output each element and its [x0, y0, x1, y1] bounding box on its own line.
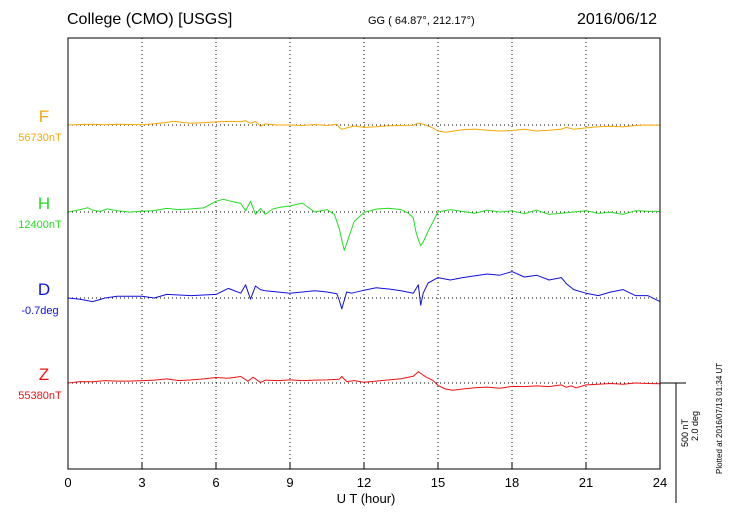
series-labels: F 56730nT H 12400nT D -0.7deg Z 55380nT — [18, 107, 62, 402]
scale-deg-label: 2.0 deg — [690, 410, 700, 441]
x-tick-label: 9 — [286, 475, 293, 490]
grid-lines — [141, 38, 587, 469]
series-line-f — [67, 120, 661, 133]
series-line-d — [67, 271, 661, 310]
x-tick-label: 21 — [579, 475, 593, 490]
x-tick-label: 24 — [653, 475, 667, 490]
plot-date: 2016/06/12 — [577, 11, 658, 28]
series-line-h — [67, 198, 661, 251]
series-name-z: Z — [39, 365, 49, 384]
station-title: College (CMO) [USGS] — [67, 11, 233, 28]
x-tick-label: 0 — [64, 475, 71, 490]
series-name-d: D — [38, 280, 50, 299]
scale-nt-label: 500 nT — [680, 418, 690, 447]
series-name-f: F — [39, 107, 49, 126]
plotted-timestamp: Plotted at 2016/07/13 01:34 UT — [715, 362, 724, 474]
x-tick-label: 15 — [431, 475, 445, 490]
geo-coordinates: GG ( 64.87°, 212.17°) — [368, 15, 475, 27]
x-axis: 0 3 6 9 12 15 18 21 24 — [64, 463, 667, 490]
series-baseline-d: -0.7deg — [21, 305, 58, 317]
x-tick-label: 18 — [505, 475, 519, 490]
series-baseline-z: 55380nT — [18, 390, 62, 402]
x-tick-label: 12 — [357, 475, 371, 490]
series-baseline-h: 12400nT — [18, 219, 62, 231]
scale-bar — [660, 382, 686, 503]
series-baseline-f: 56730nT — [18, 132, 62, 144]
series-line-z — [67, 371, 661, 391]
series-lines — [67, 120, 661, 391]
series-name-h: H — [38, 194, 50, 213]
x-tick-label: 6 — [212, 475, 219, 490]
x-tick-label: 3 — [138, 475, 145, 490]
x-axis-label: U T (hour) — [337, 491, 396, 506]
